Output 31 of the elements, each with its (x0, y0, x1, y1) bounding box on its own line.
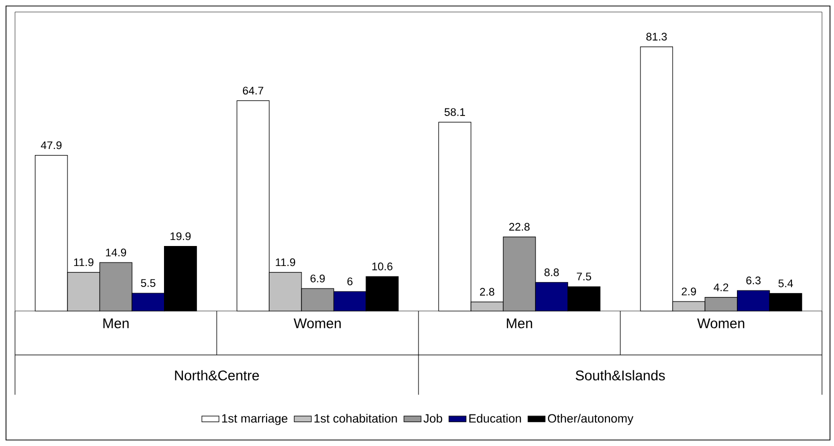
data-label: 5.4 (778, 280, 793, 288)
data-label: 7.5 (576, 272, 592, 280)
legend-label: Education (469, 414, 521, 423)
data-label: 19.9 (170, 232, 191, 240)
x-tick-label: Men (103, 318, 129, 328)
legend-label: Other/autonomy (548, 414, 634, 426)
data-label: 22.8 (509, 222, 530, 231)
data-label: 6.9 (310, 274, 325, 282)
x-tick-label: Women (294, 318, 341, 328)
data-label: 2.8 (480, 288, 494, 296)
legend-label: 1st marriage (222, 414, 288, 426)
data-label: 11.9 (276, 258, 296, 266)
x-tick-label: Women (697, 318, 744, 328)
data-label: 6.3 (746, 276, 761, 284)
data-label: 64.7 (242, 86, 264, 95)
data-label: 10.6 (372, 262, 392, 270)
data-label: 2.9 (682, 288, 696, 296)
legend-label: 1st cohabitation (314, 414, 397, 423)
text: North&Centre (175, 370, 259, 380)
data-label: 58.1 (444, 108, 465, 116)
data-label: 5.5 (140, 279, 156, 287)
x-tick-label: Men (506, 318, 532, 328)
text: South&Islands (576, 370, 665, 380)
data-label: 6 (347, 278, 352, 286)
data-label: 14.9 (106, 248, 126, 256)
data-label: 8.8 (544, 268, 559, 276)
data-label: 47.9 (40, 141, 62, 150)
data-label: 4.2 (714, 283, 728, 292)
legend-label: Job (424, 414, 442, 423)
data-label: 81.3 (646, 32, 667, 41)
data-label: 11.9 (74, 258, 94, 266)
